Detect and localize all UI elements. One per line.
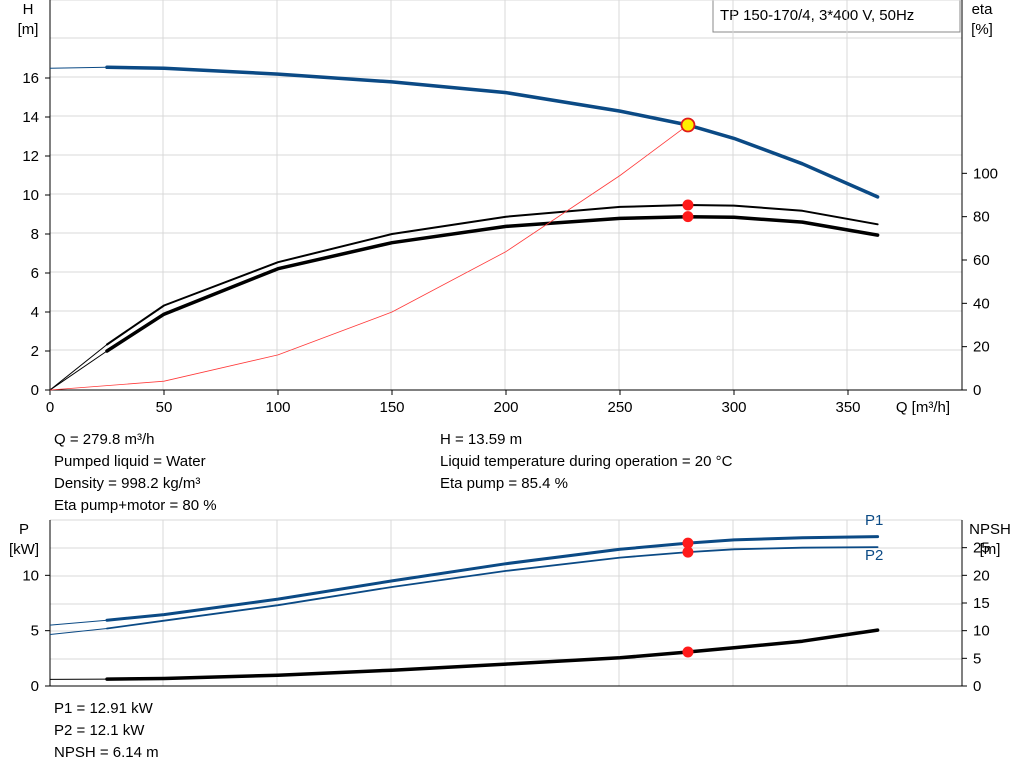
series-line-npsh: [105, 628, 880, 681]
y-tick-label-right: 15: [973, 595, 990, 612]
chart-title: TP 150-170/4, 3*400 V, 50Hz: [720, 7, 914, 24]
y-tick-label-left: 6: [31, 265, 39, 282]
info-eta-total: Eta pump+motor = 80 %: [54, 497, 217, 514]
operating-point-marker: [682, 537, 694, 549]
x-tick-label: 300: [721, 399, 746, 416]
y-axis-unit-right: [%]: [971, 21, 993, 38]
info-eta-pump: Eta pump = 85.4 %: [440, 475, 568, 492]
y-axis-title-left-power: P: [19, 521, 29, 538]
info-flow: Q = 279.8 m³/h: [54, 431, 155, 448]
info-block-left: Q = 279.8 m³/h Pumped liquid = Water Den…: [54, 429, 217, 517]
series-line-eta_total: [105, 214, 880, 353]
y-axis-title-left: H: [23, 1, 34, 18]
x-tick-label: 200: [493, 399, 518, 416]
y-tick-label-left: 5: [31, 623, 39, 640]
y-tick-label-right: 0: [973, 382, 981, 399]
series-line-eta_total-extension: [49, 350, 108, 391]
y-axis-title-right: eta: [972, 1, 994, 18]
y-tick-label-left: 10: [22, 187, 39, 204]
y-tick-label-left: 16: [22, 70, 39, 87]
operating-point-marker: [682, 199, 694, 211]
y-tick-label-left: 4: [31, 304, 39, 321]
x-axis-title: Q [m³/h]: [896, 399, 950, 416]
info-temperature: Liquid temperature during operation = 20…: [440, 453, 733, 470]
info-p2: P2 = 12.1 kW: [54, 722, 145, 739]
y-tick-label-right: 100: [973, 165, 998, 182]
series-line-eta_pump: [106, 204, 879, 346]
operating-point-marker: [682, 211, 694, 223]
x-tick-label: 0: [46, 399, 54, 416]
info-p1: P1 = 12.91 kW: [54, 700, 153, 717]
info-block-bottom: P1 = 12.91 kW P2 = 12.1 kW NPSH = 6.14 m: [54, 698, 159, 764]
x-tick-label: 100: [265, 399, 290, 416]
operating-point-marker: [682, 546, 694, 558]
y-tick-label-right: 10: [973, 623, 990, 640]
operating-point-marker: [682, 646, 694, 658]
y-tick-label-right: 0: [973, 678, 981, 695]
series-line-p1-extension: [49, 619, 108, 626]
x-tick-label: 250: [607, 399, 632, 416]
y-tick-label-right: 20: [973, 339, 990, 356]
series-label-p2: P2: [865, 547, 883, 564]
info-npsh: NPSH = 6.14 m: [54, 744, 159, 761]
y-tick-label-left: 2: [31, 343, 39, 360]
y-tick-label-left: 14: [22, 109, 39, 126]
y-axis-unit-right-npsh: [m]: [980, 541, 1001, 558]
y-axis-title-right-npsh: NPSH: [969, 521, 1011, 538]
title-box: [712, 0, 961, 33]
y-tick-label-left: 8: [31, 226, 39, 243]
series-line-eta_pump-extension: [49, 344, 108, 391]
series-line-h: [105, 65, 880, 199]
x-tick-label: 150: [379, 399, 404, 416]
series-line-h-extension: [49, 66, 108, 69]
info-density: Density = 998.2 kg/m³: [54, 475, 201, 492]
y-tick-label-right: 60: [973, 252, 990, 269]
x-tick-label: 350: [835, 399, 860, 416]
x-tick-label: 50: [156, 399, 173, 416]
info-head: H = 13.59 m: [440, 431, 523, 448]
series-line-p2-extension: [49, 628, 108, 635]
operating-point-marker: [680, 117, 696, 133]
y-tick-label-right: 40: [973, 295, 990, 312]
series-line-p2: [106, 546, 879, 630]
info-liquid: Pumped liquid = Water: [54, 453, 206, 470]
y-tick-label-left: 0: [31, 382, 39, 399]
y-tick-label-left: 0: [31, 678, 39, 695]
y-tick-label-right: 5: [973, 650, 981, 667]
series-label-p1: P1: [865, 512, 883, 529]
y-tick-label-left: 10: [22, 567, 39, 584]
info-block-right: H = 13.59 m Liquid temperature during op…: [440, 429, 732, 495]
series-line-system: [49, 124, 689, 391]
series-line-p1: [105, 535, 880, 622]
y-tick-label-right: 80: [973, 209, 990, 226]
y-axis-unit-left-power: [kW]: [9, 541, 39, 558]
y-tick-label-right: 20: [973, 567, 990, 584]
y-tick-label-left: 12: [22, 148, 39, 165]
y-tick-label-right: 25: [973, 540, 990, 557]
y-axis-unit-left: [m]: [18, 21, 39, 38]
